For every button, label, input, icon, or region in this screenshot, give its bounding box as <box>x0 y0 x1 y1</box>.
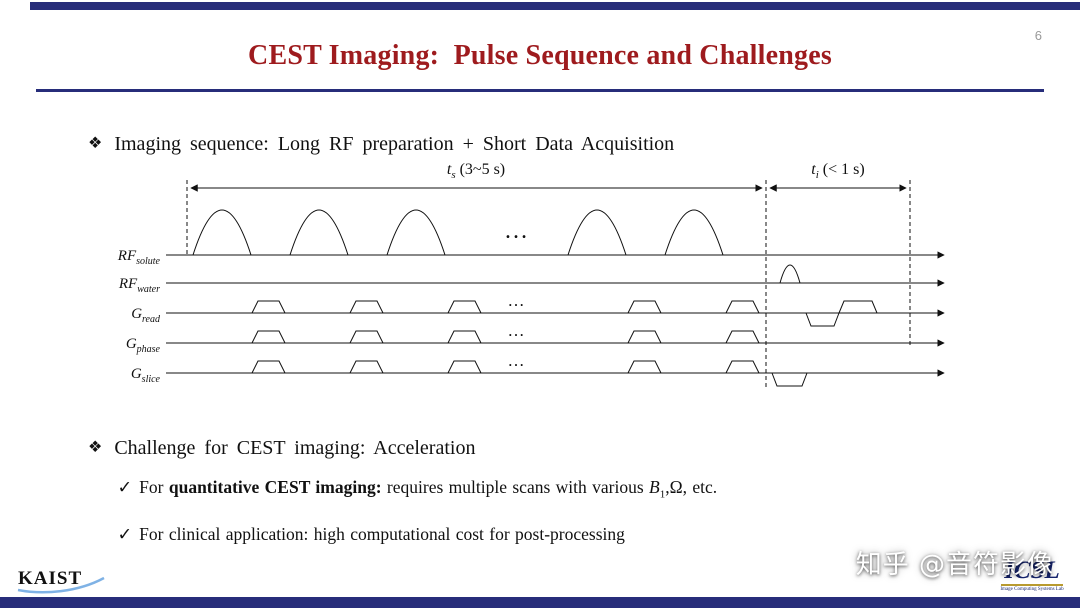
sub1-mid: requires multiple scans with various <box>381 477 650 497</box>
icsl-logo-text: ICSL <box>1004 557 1060 584</box>
row-label-g-phase: Gphase <box>126 336 161 355</box>
sub1-b1-symbol: B <box>649 477 660 497</box>
g-read-gradients <box>251 300 878 327</box>
ellipsis-g-phase: … <box>508 321 525 340</box>
g-phase-gradients <box>251 330 760 344</box>
bullet-imaging-sequence-text: Imaging sequence: Long RF preparation + … <box>114 133 675 155</box>
bullet-challenge: ❖ Challenge for CEST imaging: Acceleratio… <box>52 414 475 483</box>
ti-duration-label: ti (< 1 s) <box>811 161 864 181</box>
page-title: CEST Imaging: Pulse Sequence and Challen… <box>248 40 832 71</box>
ellipsis-g-slice: … <box>508 351 525 370</box>
kaist-logo: KAIST <box>17 568 105 594</box>
title-divider <box>36 89 1044 92</box>
row-label-g-read: Gread <box>131 306 161 325</box>
sub2-text: For clinical application: high computati… <box>139 524 625 544</box>
pulse-sequence-diagram: ts (3~5 s) ti (< 1 s) RFsolute RFwater G… <box>117 161 945 390</box>
diamond-bullet-icon: ❖ <box>88 439 103 456</box>
page-number: 6 <box>1034 28 1042 43</box>
sub-bullet-quantitative: ✓ For quantitative CEST imaging: requires… <box>96 456 718 522</box>
kaist-logo-text: KAIST <box>18 568 82 589</box>
bottom-accent-bar <box>0 597 1080 608</box>
ellipsis-g-read: … <box>508 291 525 310</box>
dashed-boundaries <box>186 180 911 390</box>
kaist-swoosh <box>17 576 105 594</box>
rf-solute-pulses <box>192 209 724 256</box>
sub1-prefix: For <box>139 477 169 497</box>
g-slice-gradients <box>251 360 808 387</box>
check-icon: ✓ <box>117 524 133 544</box>
rf-water-pulse <box>779 264 801 284</box>
ellipsis-rf-solute: … <box>504 218 528 244</box>
top-accent-bar <box>30 2 1080 10</box>
icsl-logo-caption: Image Computing Systems Lab <box>1000 587 1064 592</box>
check-icon: ✓ <box>117 477 133 497</box>
zhihu-watermark: 知乎 @音符影像 <box>855 550 1054 580</box>
row-label-rf-solute: RFsolute <box>117 248 161 267</box>
bullet-challenge-text: Challenge for CEST imaging: Acceleration <box>114 437 476 459</box>
icsl-logo: ICSL Image Computing Systems Lab <box>992 558 1072 594</box>
ts-duration-label: ts (3~5 s) <box>447 161 505 181</box>
diamond-bullet-icon: ❖ <box>88 135 103 152</box>
bullet-imaging-sequence: ❖ Imaging sequence: Long RF preparation +… <box>52 110 674 179</box>
row-axes <box>166 251 945 377</box>
sub1-bold: quantitative CEST imaging: <box>168 477 382 497</box>
sub1-b1-subscript: 1 <box>659 488 666 501</box>
sub-bullet-clinical: ✓ For clinical application: high computat… <box>96 503 625 566</box>
row-label-g-slice: Gslice <box>131 366 161 385</box>
icsl-logo-rule <box>1001 584 1063 586</box>
sub1-rest: ,Ω, etc. <box>665 477 718 497</box>
row-label-rf-water: RFwater <box>118 276 160 295</box>
